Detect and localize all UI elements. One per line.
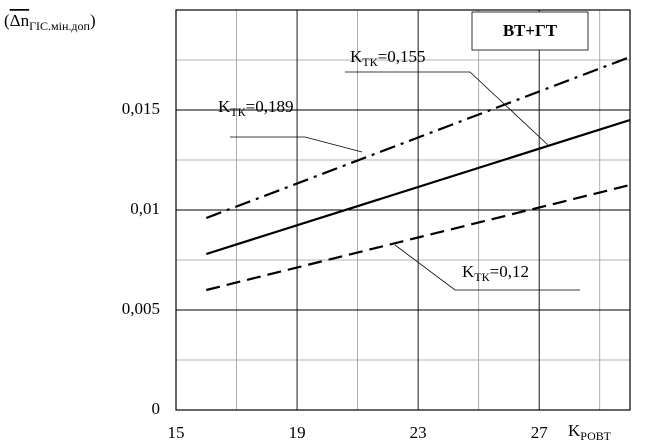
- label-part: K: [350, 47, 363, 66]
- annotation: KТК=0,155: [350, 47, 425, 69]
- subscript: ТК: [474, 270, 490, 284]
- series-line: [205, 118, 631, 256]
- series-line: [206, 183, 631, 292]
- y-tick-label: 0: [152, 399, 161, 418]
- label-part: (: [4, 11, 10, 30]
- label-part: =0,155: [378, 47, 426, 66]
- series-line: [205, 55, 631, 220]
- label-part: =0,12: [490, 262, 529, 281]
- annotation: KРОВТ: [568, 421, 612, 443]
- y-tick-label: 0,005: [122, 299, 160, 318]
- plot-frame: [175, 9, 631, 411]
- box-label: ВТ+ГТ: [503, 21, 558, 40]
- x-tick-label: 27: [531, 423, 549, 442]
- annotation: KТК=0,12: [462, 262, 529, 284]
- x-tick-label: 15: [168, 423, 185, 442]
- subscript: ГІС.мін.доп: [29, 19, 90, 33]
- label-part: K: [218, 97, 231, 116]
- leader: [345, 71, 549, 146]
- y-tick-label: 0,015: [122, 99, 160, 118]
- subscript: ТК: [362, 55, 378, 69]
- annotation: KТК=0,189: [218, 97, 293, 119]
- label-part: =0,189: [246, 97, 294, 116]
- subscript: РОВТ: [580, 429, 611, 443]
- box: [471, 11, 589, 51]
- leader: [230, 136, 363, 153]
- subscript: ТК: [230, 105, 246, 119]
- x-tick-label: 19: [289, 423, 306, 442]
- y-tick-label: 0,01: [130, 199, 160, 218]
- annotation: (ΔnГІС.мін.доп): [4, 11, 96, 33]
- label-part: K: [462, 262, 475, 281]
- leader: [394, 244, 580, 291]
- label-part: Δn: [10, 11, 30, 30]
- lines: [205, 55, 631, 292]
- label-part: ): [90, 11, 96, 30]
- x-tick-label: 23: [410, 423, 427, 442]
- label-part: K: [568, 421, 581, 440]
